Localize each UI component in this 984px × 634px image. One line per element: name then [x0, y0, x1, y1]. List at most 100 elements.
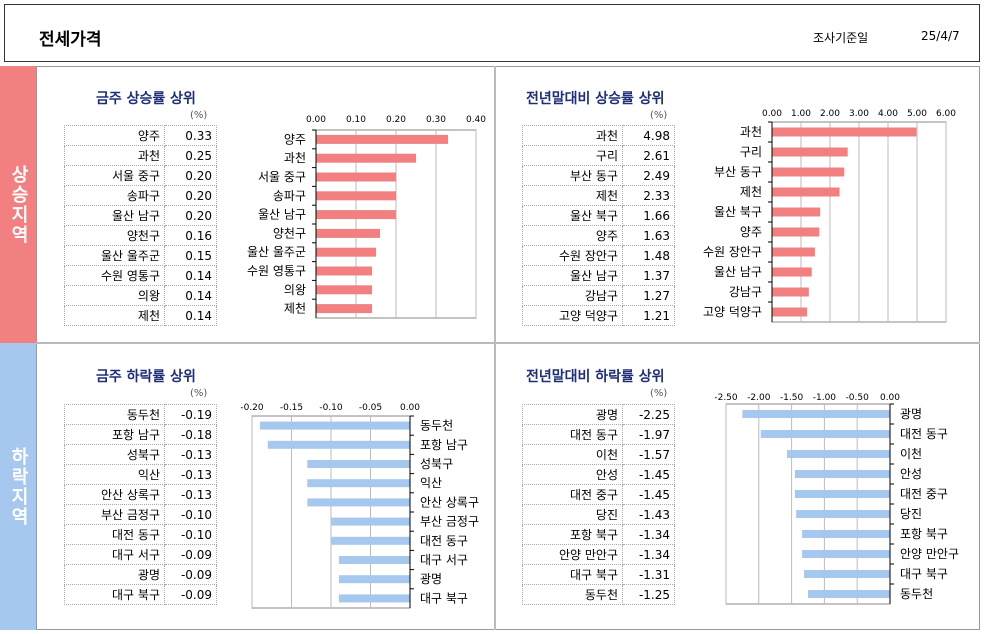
panel-year-fall: 전년말대비 하락률 상위 (%) 광명 -2.25 대전 동구 -1.97 이천 -1.5… [498, 346, 978, 628]
category-label: 부산 금정구 [420, 515, 479, 529]
tick-label: 0.40 [466, 115, 486, 125]
tick-label: -0.20 [240, 403, 264, 413]
category-label: 대구 북구 [900, 567, 948, 581]
tick-label: 2.00 [820, 109, 840, 119]
bar [802, 550, 890, 558]
bar [772, 207, 821, 217]
rate-value: 1.37 [622, 265, 675, 286]
table-row: 대구 북구 -0.09 [64, 584, 217, 605]
category-label: 당진 [900, 507, 922, 521]
tick-label: -0.50 [846, 393, 870, 403]
bar [772, 267, 812, 277]
unit-label: (%) [190, 388, 208, 399]
page-header: 전세가격 조사기준일 25/4/7 [4, 4, 980, 62]
rate-value: -0.10 [164, 504, 217, 525]
table-row: 안성 -1.45 [522, 464, 675, 485]
bar [794, 470, 890, 478]
data-table: 광명 -2.25 대전 동구 -1.97 이천 -1.57 안성 -1.45 대전 중구 -1.4… [522, 404, 675, 605]
tick-label: 0.00 [400, 403, 420, 413]
table-row: 광명 -0.09 [64, 564, 217, 585]
region-name: 동두천 [522, 584, 623, 605]
bar [772, 167, 845, 177]
category-label: 대전 동구 [420, 534, 468, 548]
data-table: 동두천 -0.19 포항 남구 -0.18 성북구 -0.13 익산 -0.13 안산 상록구 -… [64, 404, 217, 605]
unit-label: (%) [650, 110, 668, 121]
rate-value: 0.14 [164, 265, 217, 286]
category-label: 양주 [740, 225, 762, 239]
rate-value: -1.45 [622, 484, 675, 505]
table-row: 수원 영통구 0.14 [64, 265, 217, 286]
table-row: 양천구 0.16 [64, 225, 217, 246]
falling-region-band: 하락지역 [0, 343, 36, 630]
tick-label: 0.00 [880, 393, 900, 403]
table-row: 안양 만안구 -1.34 [522, 544, 675, 565]
bar [772, 127, 917, 137]
category-label: 안산 상록구 [420, 495, 479, 509]
table-row: 성북구 -0.13 [64, 444, 217, 465]
vertical-divider [494, 66, 496, 630]
tick-label: 0.00 [762, 109, 782, 119]
tick-label: 0.00 [306, 115, 326, 125]
panel-weekly-fall: 금주 하락률 상위 (%) 동두천 -0.19 포항 남구 -0.18 성북구 -0.13… [40, 346, 492, 628]
bar [307, 479, 410, 488]
bar [760, 430, 890, 438]
table-row: 강남구 1.27 [522, 285, 675, 306]
region-name: 부산 동구 [522, 165, 623, 186]
tick-label: 1.00 [791, 109, 811, 119]
table-row: 제천 0.14 [64, 305, 217, 326]
category-label: 광명 [420, 572, 442, 586]
table-row: 대구 서구 -0.09 [64, 544, 217, 565]
rate-value: 0.20 [164, 205, 217, 226]
category-label: 구리 [740, 145, 762, 159]
rate-value: -0.18 [164, 424, 217, 445]
table-row: 구리 2.61 [522, 145, 675, 166]
region-name: 부산 금정구 [64, 504, 165, 525]
rising-region-label: 상승지역 [8, 164, 29, 245]
tick-label: -1.50 [780, 393, 804, 403]
panel-year-rise: 전년말대비 상승률 상위 (%) 과천 4.98 구리 2.61 부산 동구 2.49 제천… [498, 70, 978, 340]
data-table: 양주 0.33 과천 0.25 서울 중구 0.20 송파구 0.20 울산 남구 0.20 양천구… [64, 125, 217, 326]
tick-label: 4.00 [878, 109, 898, 119]
tick-label: -0.05 [359, 403, 382, 413]
bar [307, 460, 410, 468]
bar [316, 210, 396, 220]
tick-label: 0.20 [386, 115, 406, 125]
category-label: 광명 [900, 407, 922, 421]
tick-label: 0.30 [426, 115, 446, 125]
unit-label: (%) [650, 388, 668, 399]
category-label: 강남구 [729, 285, 762, 299]
rate-value: -0.09 [164, 584, 217, 605]
rate-value: 1.27 [622, 285, 675, 306]
rate-value: -0.13 [164, 464, 217, 485]
bar [772, 187, 840, 197]
tick-label: -0.15 [280, 403, 303, 413]
table-row: 광명 -2.25 [522, 404, 675, 425]
table-row: 대전 동구 -1.97 [522, 424, 675, 445]
bar [772, 227, 820, 237]
category-label: 익산 [420, 476, 442, 490]
bar [338, 575, 410, 584]
rate-value: 0.20 [164, 185, 217, 206]
tick-label: 5.00 [907, 109, 927, 119]
bar [267, 440, 410, 449]
rate-value: -0.09 [164, 544, 217, 565]
tick-label: 0.10 [346, 115, 366, 125]
category-label: 대전 동구 [900, 427, 948, 441]
category-label: 제천 [284, 301, 306, 316]
category-label: 과천 [284, 150, 306, 165]
bar [259, 421, 410, 430]
bar [316, 266, 372, 276]
region-name: 과천 [522, 125, 623, 146]
category-label: 과천 [740, 124, 762, 139]
category-label: 서울 중구 [258, 170, 306, 184]
rate-value: -1.45 [622, 464, 675, 485]
bar [307, 498, 410, 507]
rate-value: 1.21 [622, 305, 675, 326]
category-label: 고양 덕양구 [703, 305, 762, 319]
bar [316, 228, 380, 238]
survey-date-label: 조사기준일 [813, 31, 869, 45]
category-label: 수원 장안구 [703, 245, 762, 259]
bar [331, 517, 410, 526]
